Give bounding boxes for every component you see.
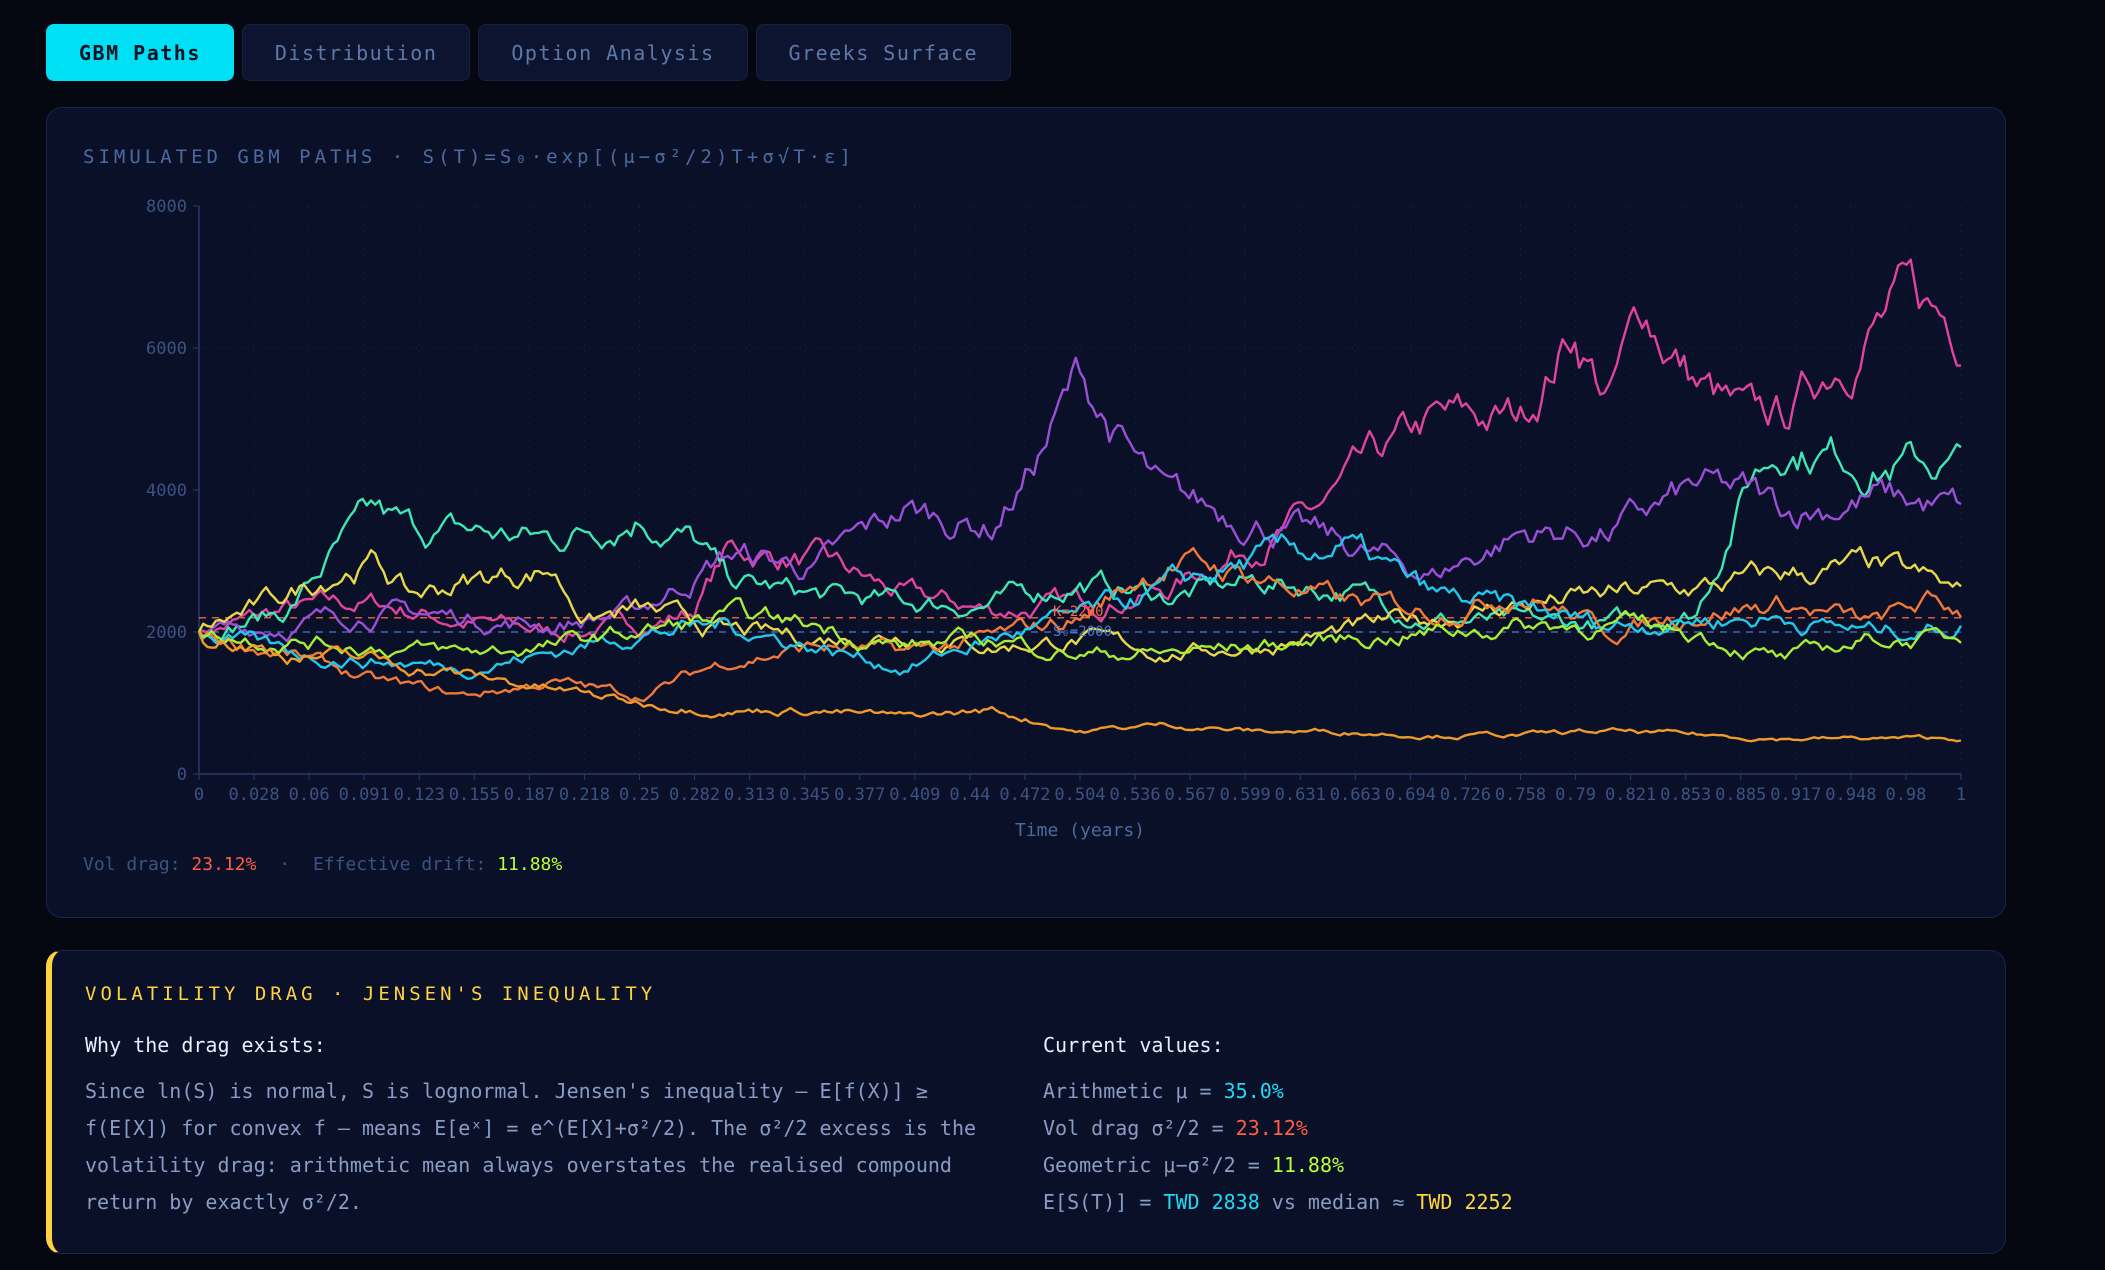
gbm-path-line [197,546,1962,663]
x-tick-label: 0.853 [1660,785,1711,805]
effective-drift-value: 11.88% [497,854,563,875]
x-tick-label: 0 [194,785,204,805]
expected-value-label: E[S(T)] = [1043,1190,1164,1214]
gbm-path-line [198,258,1962,644]
summary-separator: · [279,854,291,875]
geometric-mu-label: Geometric μ−σ²/2 = [1043,1153,1272,1177]
x-tick-label: 0.091 [339,785,390,805]
median-value: TWD 2252 [1416,1190,1513,1214]
y-tick-label: 0 [177,765,187,785]
geometric-mu-row: Geometric μ−σ²/2 = 11.88% [1043,1147,1943,1184]
x-tick-label: 0.917 [1770,785,1821,805]
x-tick-label: 0.313 [724,785,775,805]
x-tick-label: 0.631 [1275,785,1326,805]
expected-value: TWD 2838 [1163,1190,1260,1214]
info-title: VOLATILITY DRAG · JENSEN'S INEQUALITY [85,983,657,1005]
arithmetic-mu-row: Arithmetic μ = 35.0% [1043,1073,1943,1110]
x-tick-label: 0.282 [669,785,720,805]
x-tick-label: 0.663 [1330,785,1381,805]
volatility-drag-card: VOLATILITY DRAG · JENSEN'S INEQUALITY Wh… [46,950,2006,1254]
y-tick-label: 2000 [146,623,187,643]
x-tick-label: 0.06 [289,785,330,805]
tab-gbm-paths[interactable]: GBM Paths [46,24,234,81]
tab-greeks-surface[interactable]: Greeks Surface [755,24,1012,81]
x-tick-label: 0.187 [504,785,555,805]
drift-summary: Vol drag: 23.12% · Effective drift: 11.8… [83,854,562,875]
vol-drag-label: Vol drag: [83,854,181,875]
current-values-heading: Current values: [1043,1033,1224,1057]
gbm-path-line [197,631,1962,743]
y-tick-label: 8000 [146,197,187,217]
vol-drag-row: Vol drag σ²/2 = 23.12% [1043,1110,1943,1147]
geometric-mu-value: 11.88% [1271,1153,1345,1177]
x-tick-label: 0.536 [1109,785,1160,805]
gbm-path-line [198,547,1963,703]
x-tick-label: 0.44 [949,785,990,805]
x-axis-label: Time (years) [1015,820,1145,841]
effective-drift-label: Effective drift: [312,854,487,875]
x-tick-label: 0.98 [1885,785,1926,805]
reference-line-label: K=2200 [1053,604,1104,620]
y-tick-label: 6000 [146,339,187,359]
gbm-path-line [197,356,1962,643]
x-tick-label: 0.028 [228,785,279,805]
explanation-paragraph: Since ln(S) is normal, S is lognormal. J… [85,1079,977,1214]
vol-drag-value: 23.12% [191,854,257,875]
why-heading: Why the drag exists: [85,1033,326,1057]
x-tick-label: 0.504 [1054,785,1105,805]
tab-bar: GBM Paths Distribution Option Analysis G… [46,24,1012,81]
gbm-path-line [198,532,1963,680]
x-tick-label: 0.409 [889,785,940,805]
vol-drag-row-value: 23.12% [1235,1116,1308,1140]
x-tick-label: 0.218 [559,785,610,805]
gbm-path-line [198,597,1962,662]
reference-line-label: S₀=2000 [1053,624,1112,640]
tab-option-analysis[interactable]: Option Analysis [478,24,748,81]
x-tick-label: 0.948 [1825,785,1876,805]
x-tick-label: 0.885 [1715,785,1766,805]
tab-distribution[interactable]: Distribution [241,24,471,81]
x-tick-label: 0.345 [779,785,830,805]
x-tick-label: 0.599 [1220,785,1271,805]
x-tick-label: 0.377 [834,785,885,805]
current-values-column: Current values: Arithmetic μ = 35.0% Vol… [1043,1033,1943,1221]
x-tick-label: 0.758 [1495,785,1546,805]
vs-median-label: vs median ≈ [1259,1190,1417,1214]
arithmetic-mu-value: 35.0% [1223,1079,1284,1103]
explanation-column: Why the drag exists: Since ln(S) is norm… [85,1033,1000,1221]
panel-title: SIMULATED GBM PATHS · S(T)=S₀·exp[(μ−σ²/… [83,146,855,168]
x-tick-label: 1 [1956,785,1966,805]
expected-value-row: E[S(T)] = TWD 2838 vs median ≈ TWD 2252 [1043,1184,1943,1221]
x-tick-label: 0.155 [449,785,500,805]
x-tick-label: 0.694 [1385,785,1436,805]
vol-drag-row-label: Vol drag σ²/2 = [1043,1116,1236,1140]
x-tick-label: 0.79 [1555,785,1596,805]
x-tick-label: 0.726 [1440,785,1491,805]
y-tick-label: 4000 [146,481,187,501]
x-tick-label: 0.567 [1165,785,1216,805]
arithmetic-mu-label: Arithmetic μ = [1043,1079,1224,1103]
x-tick-label: 0.821 [1605,785,1656,805]
gbm-paths-panel: 0 2000 4000 6000 8000 0 0.028 0.06 0.091 0.123 0.1… [46,107,2006,918]
x-tick-label: 0.472 [999,785,1050,805]
x-tick-label: 0.25 [619,785,660,805]
x-tick-label: 0.123 [394,785,445,805]
